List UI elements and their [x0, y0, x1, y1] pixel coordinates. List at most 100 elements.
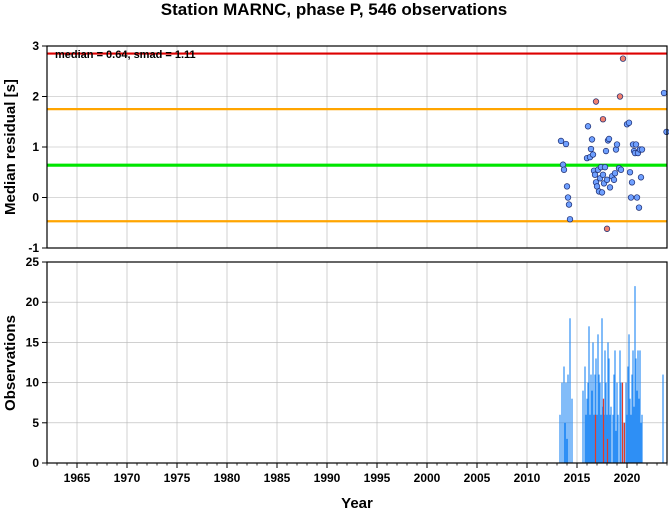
observation-bar: [561, 382, 563, 463]
data-point: [626, 169, 634, 176]
observation-bar: [567, 374, 569, 463]
observation-bar: [559, 414, 561, 463]
data-point: [628, 179, 636, 186]
residual-grid: [47, 45, 667, 249]
observations-plot-frame: [46, 261, 668, 464]
observation-bar: [600, 414, 602, 463]
data-point: [602, 147, 610, 155]
y-tick-label: 2: [32, 90, 39, 104]
data-point: [633, 194, 641, 201]
observation-bar: [608, 358, 610, 463]
observation-bar: [635, 358, 637, 463]
data-point: [611, 170, 619, 177]
observation-bar: [592, 342, 594, 463]
chart-title: Station MARNC, phase P, 546 observations: [161, 0, 507, 19]
data-point: [557, 137, 565, 145]
x-tick-label: 1975: [164, 471, 191, 485]
data-point: [559, 161, 567, 168]
y-tick-label: 20: [26, 295, 40, 309]
y-tick-label: 25: [26, 255, 40, 269]
data-point: [612, 146, 620, 153]
residual-y-axis-label: Median residual [s]: [2, 79, 19, 215]
observation-bar: [630, 414, 632, 463]
data-point: [635, 204, 643, 211]
x-tick-label: 1985: [264, 471, 291, 485]
observation-bar: [620, 382, 622, 463]
data-point: [603, 225, 611, 232]
data-point: [599, 116, 607, 123]
residual-y-ticks: -1 0 1 2 3: [28, 39, 47, 255]
observation-bar: [591, 390, 593, 463]
observation-bar: [631, 374, 633, 463]
observation-bar: [614, 350, 616, 463]
data-point: [588, 136, 596, 143]
data-point: [562, 140, 570, 148]
observation-bar: [588, 326, 590, 463]
data-point: [663, 128, 669, 135]
observation-bar: [636, 390, 638, 463]
data-point: [603, 176, 611, 183]
observation-bar: [619, 350, 621, 463]
observation-bar: [564, 422, 566, 463]
observations-panel: 0 5 10 15 20 25 1965 1970 1975 1980 1985 1990 1995 2…: [2, 255, 668, 511]
x-tick-label: 1970: [114, 471, 141, 485]
observations-y-ticks: 0 5 10 15 20 25: [26, 255, 47, 470]
observation-bar: [594, 414, 597, 463]
year-x-ticks: 1965 1970 1975 1980 1985 1990 1995 2000 2005 2010…: [46, 463, 668, 485]
data-point: [613, 141, 621, 148]
x-tick-label: 2010: [514, 471, 541, 485]
x-tick-label: 2000: [414, 471, 441, 485]
observation-bar: [563, 366, 565, 463]
observation-bar: [566, 438, 568, 463]
observation-bar: [627, 366, 629, 463]
observation-bar: [587, 382, 589, 463]
observation-bar: [610, 406, 612, 463]
observation-bar: [638, 398, 640, 463]
observation-bar: [586, 398, 588, 463]
median-smad-annotation: median = 0.64, smad = 1.11: [55, 49, 196, 61]
observation-bar: [628, 334, 630, 463]
data-point: [637, 174, 645, 181]
observation-bar: [632, 350, 634, 463]
observation-bar: [615, 430, 617, 463]
observation-bar: [641, 414, 643, 463]
observation-bar: [606, 438, 609, 463]
residual-reference-lines: [47, 52, 667, 223]
observation-bar: [602, 398, 605, 463]
residual-panel: -1 0 1 2 3 median = 0.64, smad = 1.11 Median…: [2, 39, 669, 255]
observation-bar: [599, 382, 601, 463]
data-point: [566, 216, 574, 223]
data-point: [589, 151, 597, 158]
x-tick-label: 2005: [464, 471, 491, 485]
x-tick-label: 1965: [64, 471, 91, 485]
residual-points: [557, 55, 669, 232]
observations-bars: [559, 286, 664, 463]
observation-bar: [629, 398, 631, 463]
y-tick-label: 1: [32, 140, 39, 154]
data-point: [564, 194, 572, 201]
y-tick-label: 0: [32, 456, 39, 470]
observation-bar: [613, 374, 615, 463]
observation-bar: [662, 374, 664, 463]
observation-bar: [612, 414, 614, 463]
observation-bar: [607, 342, 609, 463]
x-tick-label: 1980: [214, 471, 241, 485]
data-point: [638, 146, 646, 153]
observation-bar: [596, 414, 598, 463]
observation-bar: [609, 414, 611, 463]
observation-bar: [571, 398, 573, 463]
observation-bar: [634, 286, 636, 463]
observation-bar: [633, 406, 635, 463]
observation-bar: [616, 382, 618, 463]
data-point: [601, 164, 609, 171]
observation-bar: [625, 382, 627, 463]
y-tick-label: -1: [28, 241, 39, 255]
data-point: [610, 176, 618, 183]
data-point: [627, 194, 635, 201]
data-point: [563, 183, 571, 190]
observation-bar: [569, 318, 571, 463]
observation-bar: [593, 414, 595, 463]
data-point: [606, 184, 614, 191]
x-tick-label: 2015: [564, 471, 591, 485]
